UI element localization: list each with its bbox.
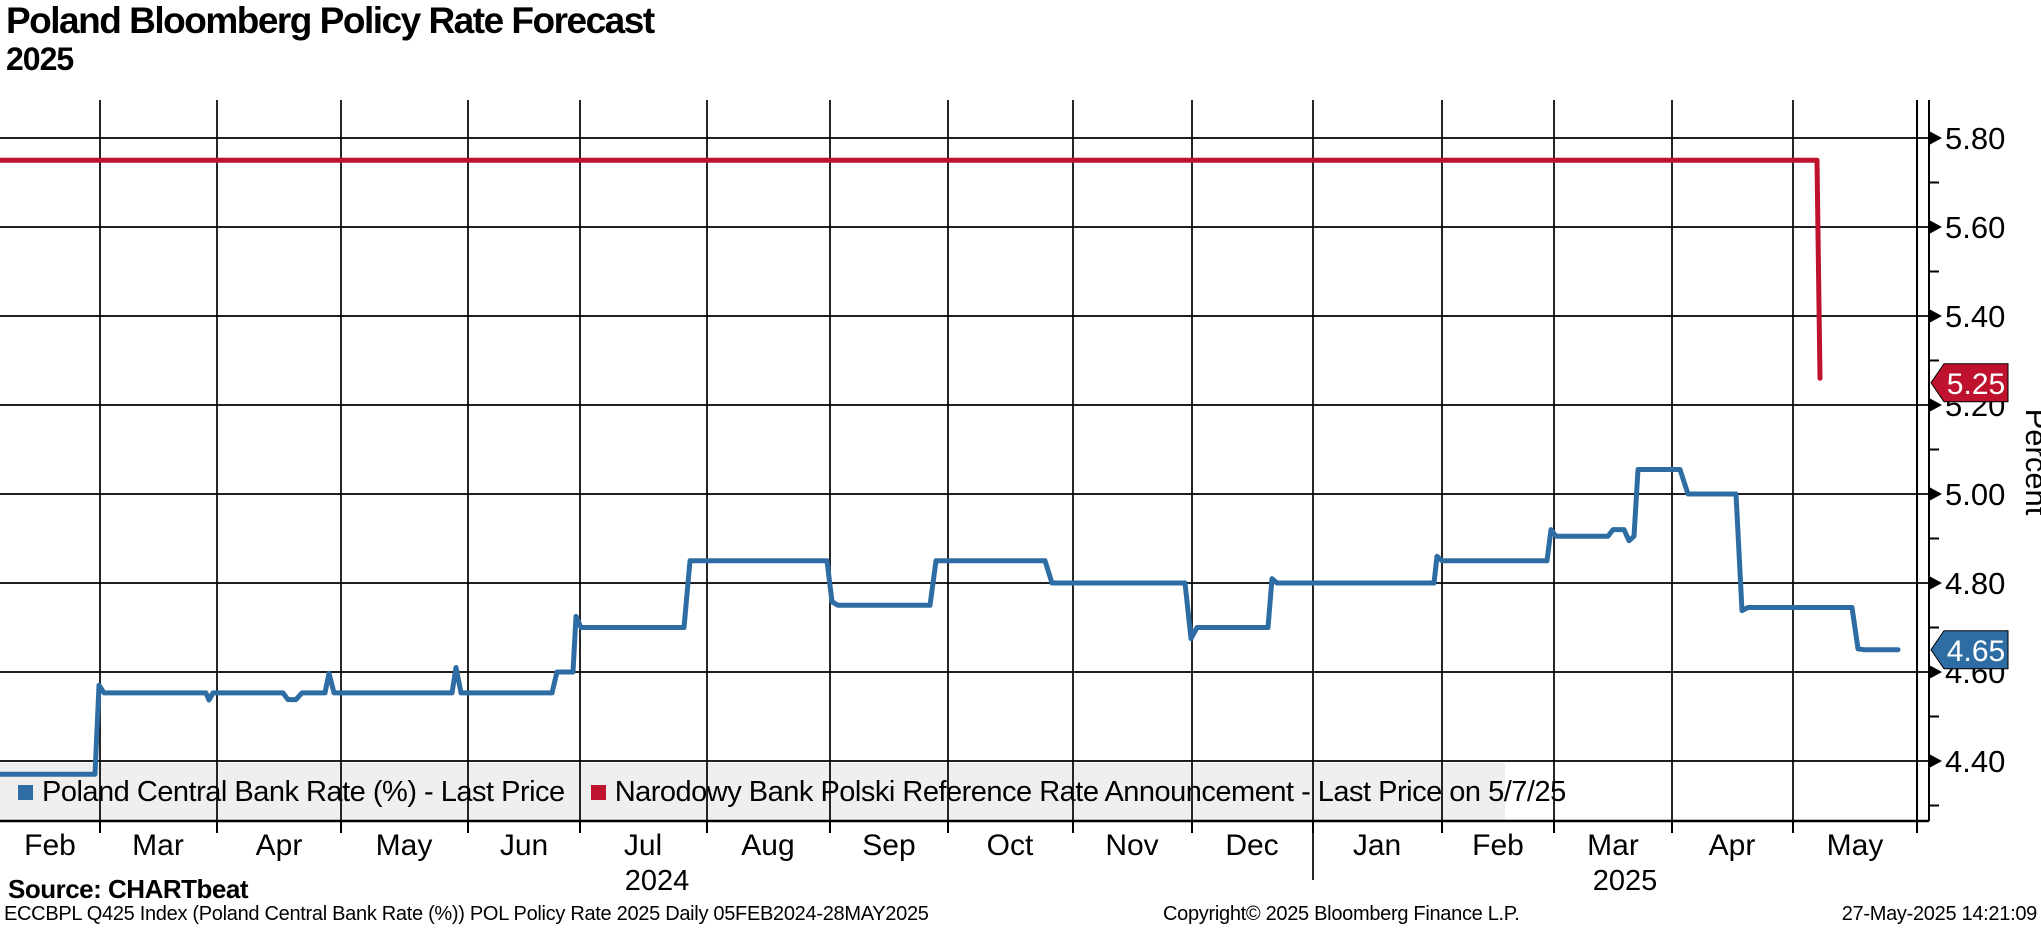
legend-background	[0, 763, 1505, 821]
x-year-label: 2025	[1593, 865, 1658, 897]
page-title: Poland Bloomberg Policy Rate Forecast	[6, 0, 655, 41]
y-axis-title: Percent	[2019, 409, 2041, 516]
x-month-label: Dec	[1225, 829, 1278, 862]
x-month-label: May	[376, 829, 433, 862]
source-line: Source: CHARTbeat	[8, 874, 248, 904]
page-subtitle: 2025	[6, 40, 74, 77]
tick-arrow-icon	[1930, 576, 1942, 590]
legend-item-central-bank-rate: Poland Central Bank Rate (%) - Last Pric…	[18, 776, 565, 809]
x-month-label: Jun	[500, 829, 548, 862]
x-month-label: Sep	[862, 829, 915, 862]
tick-arrow-icon	[1930, 665, 1942, 679]
y-tick-label: 4.40	[1945, 744, 2005, 779]
x-month-label: Apr	[1709, 829, 1756, 862]
legend-item-reference-rate: Narodowy Bank Polski Reference Rate Anno…	[590, 775, 1567, 809]
x-month-label: Feb	[1472, 829, 1524, 862]
central-bank-rate-line	[0, 467, 1901, 777]
chart-legend: Poland Central Bank Rate (%) - Last Pric…	[0, 763, 1566, 821]
y-tick-label: 4.80	[1945, 566, 2005, 601]
legend-label: Narodowy Bank Polski Reference Rate Anno…	[614, 775, 1567, 808]
tick-arrow-icon	[1930, 309, 1942, 323]
footer-timestamp: 27-May-2025 14:21:09	[1841, 903, 2038, 925]
footer-copyright: Copyright© 2025 Bloomberg Finance L.P.	[1163, 903, 1520, 925]
blue-series-swatch-icon	[18, 784, 33, 800]
last-price-badge	[1930, 363, 2009, 403]
tick-arrow-icon	[1930, 131, 1942, 145]
x-month-label: May	[1827, 829, 1884, 862]
y-tick-label: 5.80	[1945, 121, 2005, 156]
last-price-badge-label: 4.65	[1947, 635, 2005, 668]
footer-ticker-info: ECCBPL Q425 Index (Poland Central Bank R…	[4, 903, 929, 925]
x-month-label: Mar	[132, 829, 184, 862]
tick-arrow-icon	[1930, 487, 1942, 501]
y-tick-label: 5.60	[1945, 210, 2005, 245]
y-tick-label: 5.00	[1945, 477, 2005, 512]
x-month-label: Aug	[741, 829, 794, 862]
legend-label: Poland Central Bank Rate (%) - Last Pric…	[42, 775, 565, 808]
x-month-label: Oct	[987, 829, 1034, 862]
last-price-badge-label: 5.25	[1947, 368, 2005, 401]
red-series-swatch-icon	[590, 784, 606, 800]
title-block: Poland Bloomberg Policy Rate Forecast 20…	[6, 0, 655, 77]
x-month-label: Jan	[1353, 829, 1401, 862]
tick-arrow-icon	[1930, 398, 1942, 412]
x-month-label: Apr	[256, 829, 303, 862]
tick-arrow-icon	[1930, 220, 1942, 234]
reference-rate-line	[0, 157, 1823, 381]
x-month-label: Nov	[1105, 829, 1158, 862]
x-month-label: Feb	[24, 829, 76, 862]
x-year-label: 2024	[625, 865, 690, 897]
y-tick-label: 5.40	[1945, 299, 2005, 334]
tick-arrow-icon	[1930, 754, 1942, 768]
x-month-label: Mar	[1587, 829, 1639, 862]
last-price-badge	[1930, 630, 2009, 670]
x-month-label: Jul	[624, 829, 662, 862]
